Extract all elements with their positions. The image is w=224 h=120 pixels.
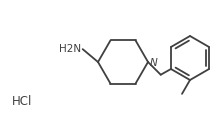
- Text: HCl: HCl: [12, 95, 32, 108]
- Text: N: N: [150, 58, 158, 68]
- Text: H2N: H2N: [58, 44, 81, 54]
